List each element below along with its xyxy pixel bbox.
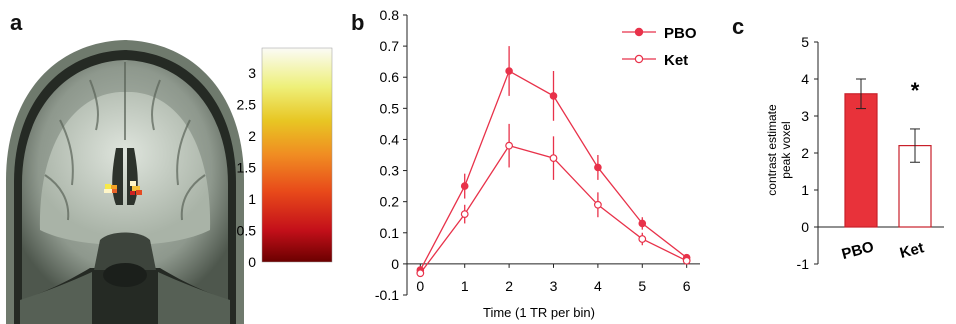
series-point-ket (549, 154, 558, 163)
line-chart-y-tick-label: 0.7 (380, 38, 400, 54)
bar-chart-y-tick-label: 0 (801, 219, 809, 235)
bar-chart-y-axis-label-line2: peak voxel (779, 121, 793, 178)
line-chart-x-tick-label: 0 (416, 278, 424, 294)
line-chart-x-axis-label: Time (1 TR per bin) (483, 305, 595, 320)
colorbar-tick-label: 1.5 (237, 160, 257, 176)
line-chart-x-tick-label: 3 (550, 278, 558, 294)
line-chart-y-tick-label: 0.8 (380, 7, 400, 23)
line-chart-y-tick-label: -0.1 (375, 287, 399, 303)
series-point-ket (682, 256, 691, 265)
line-chart-y-tick-label: 0.2 (380, 194, 400, 210)
colorbar-tick-label: 2.5 (237, 97, 257, 113)
bar-chart-y-tick-label: 4 (801, 71, 809, 87)
line-chart-y-tick-label: 0.6 (380, 69, 400, 85)
colorbar-tick-label: 0.5 (237, 223, 257, 239)
series-point-ket (416, 269, 425, 278)
line-chart-x-tick-label: 5 (638, 278, 646, 294)
series-point-pbo (594, 163, 602, 172)
activation-blobs (104, 181, 142, 195)
bar-chart-y-tick-label: 5 (801, 34, 809, 50)
series-point-ket (593, 200, 602, 209)
series-point-pbo (505, 67, 513, 75)
bar-chart-y-tick-label: 3 (801, 108, 809, 124)
legend-label-ket: Ket (664, 52, 688, 69)
panel-letter-a: a (10, 10, 23, 35)
line-chart-y-tick-label: 0 (391, 256, 399, 272)
panel-letter-c: c (732, 14, 745, 39)
line-chart-x-tick-label: 2 (505, 278, 513, 294)
bar-chart-y-tick-label: -1 (797, 256, 810, 272)
series-point-pbo (460, 182, 469, 190)
line-chart-x-tick-label: 1 (461, 278, 469, 294)
legend-marker-pbo (634, 27, 644, 37)
series-point-pbo (638, 219, 647, 228)
series-point-ket (460, 210, 469, 219)
colorbar-tick-label: 2 (248, 128, 256, 144)
line-chart-x-tick-label: 4 (594, 278, 602, 294)
panel-letter-b: b (351, 10, 365, 35)
significance-asterisk: * (911, 78, 920, 103)
line-chart-y-tick-label: 0.1 (380, 225, 400, 241)
legend-marker-ket (634, 54, 644, 64)
line-chart-x-tick-label: 6 (683, 278, 691, 294)
bar-chart-y-tick-label: 1 (801, 182, 809, 198)
line-chart-y-tick-label: 0.3 (380, 163, 400, 179)
colorbar-tick-label: 0 (248, 254, 256, 270)
colorbar-tick-label: 3 (248, 65, 256, 81)
series-point-ket (505, 141, 514, 150)
line-chart-y-tick-label: 0.5 (380, 100, 400, 116)
legend-label-pbo: PBO (664, 25, 697, 42)
bar-chart-y-tick-label: 2 (801, 145, 809, 161)
series-point-ket (638, 235, 647, 243)
series-point-pbo (549, 92, 558, 100)
bar-category-label-ket: Ket (898, 239, 926, 262)
bar-chart-y-axis-label-line1: contrast estimate (765, 104, 779, 196)
line-chart-y-tick-label: 0.4 (380, 131, 400, 147)
colorbar-tick-label: 1 (248, 191, 256, 207)
bar-category-label-pbo: PBO (840, 238, 876, 263)
bar-pbo (844, 93, 878, 228)
